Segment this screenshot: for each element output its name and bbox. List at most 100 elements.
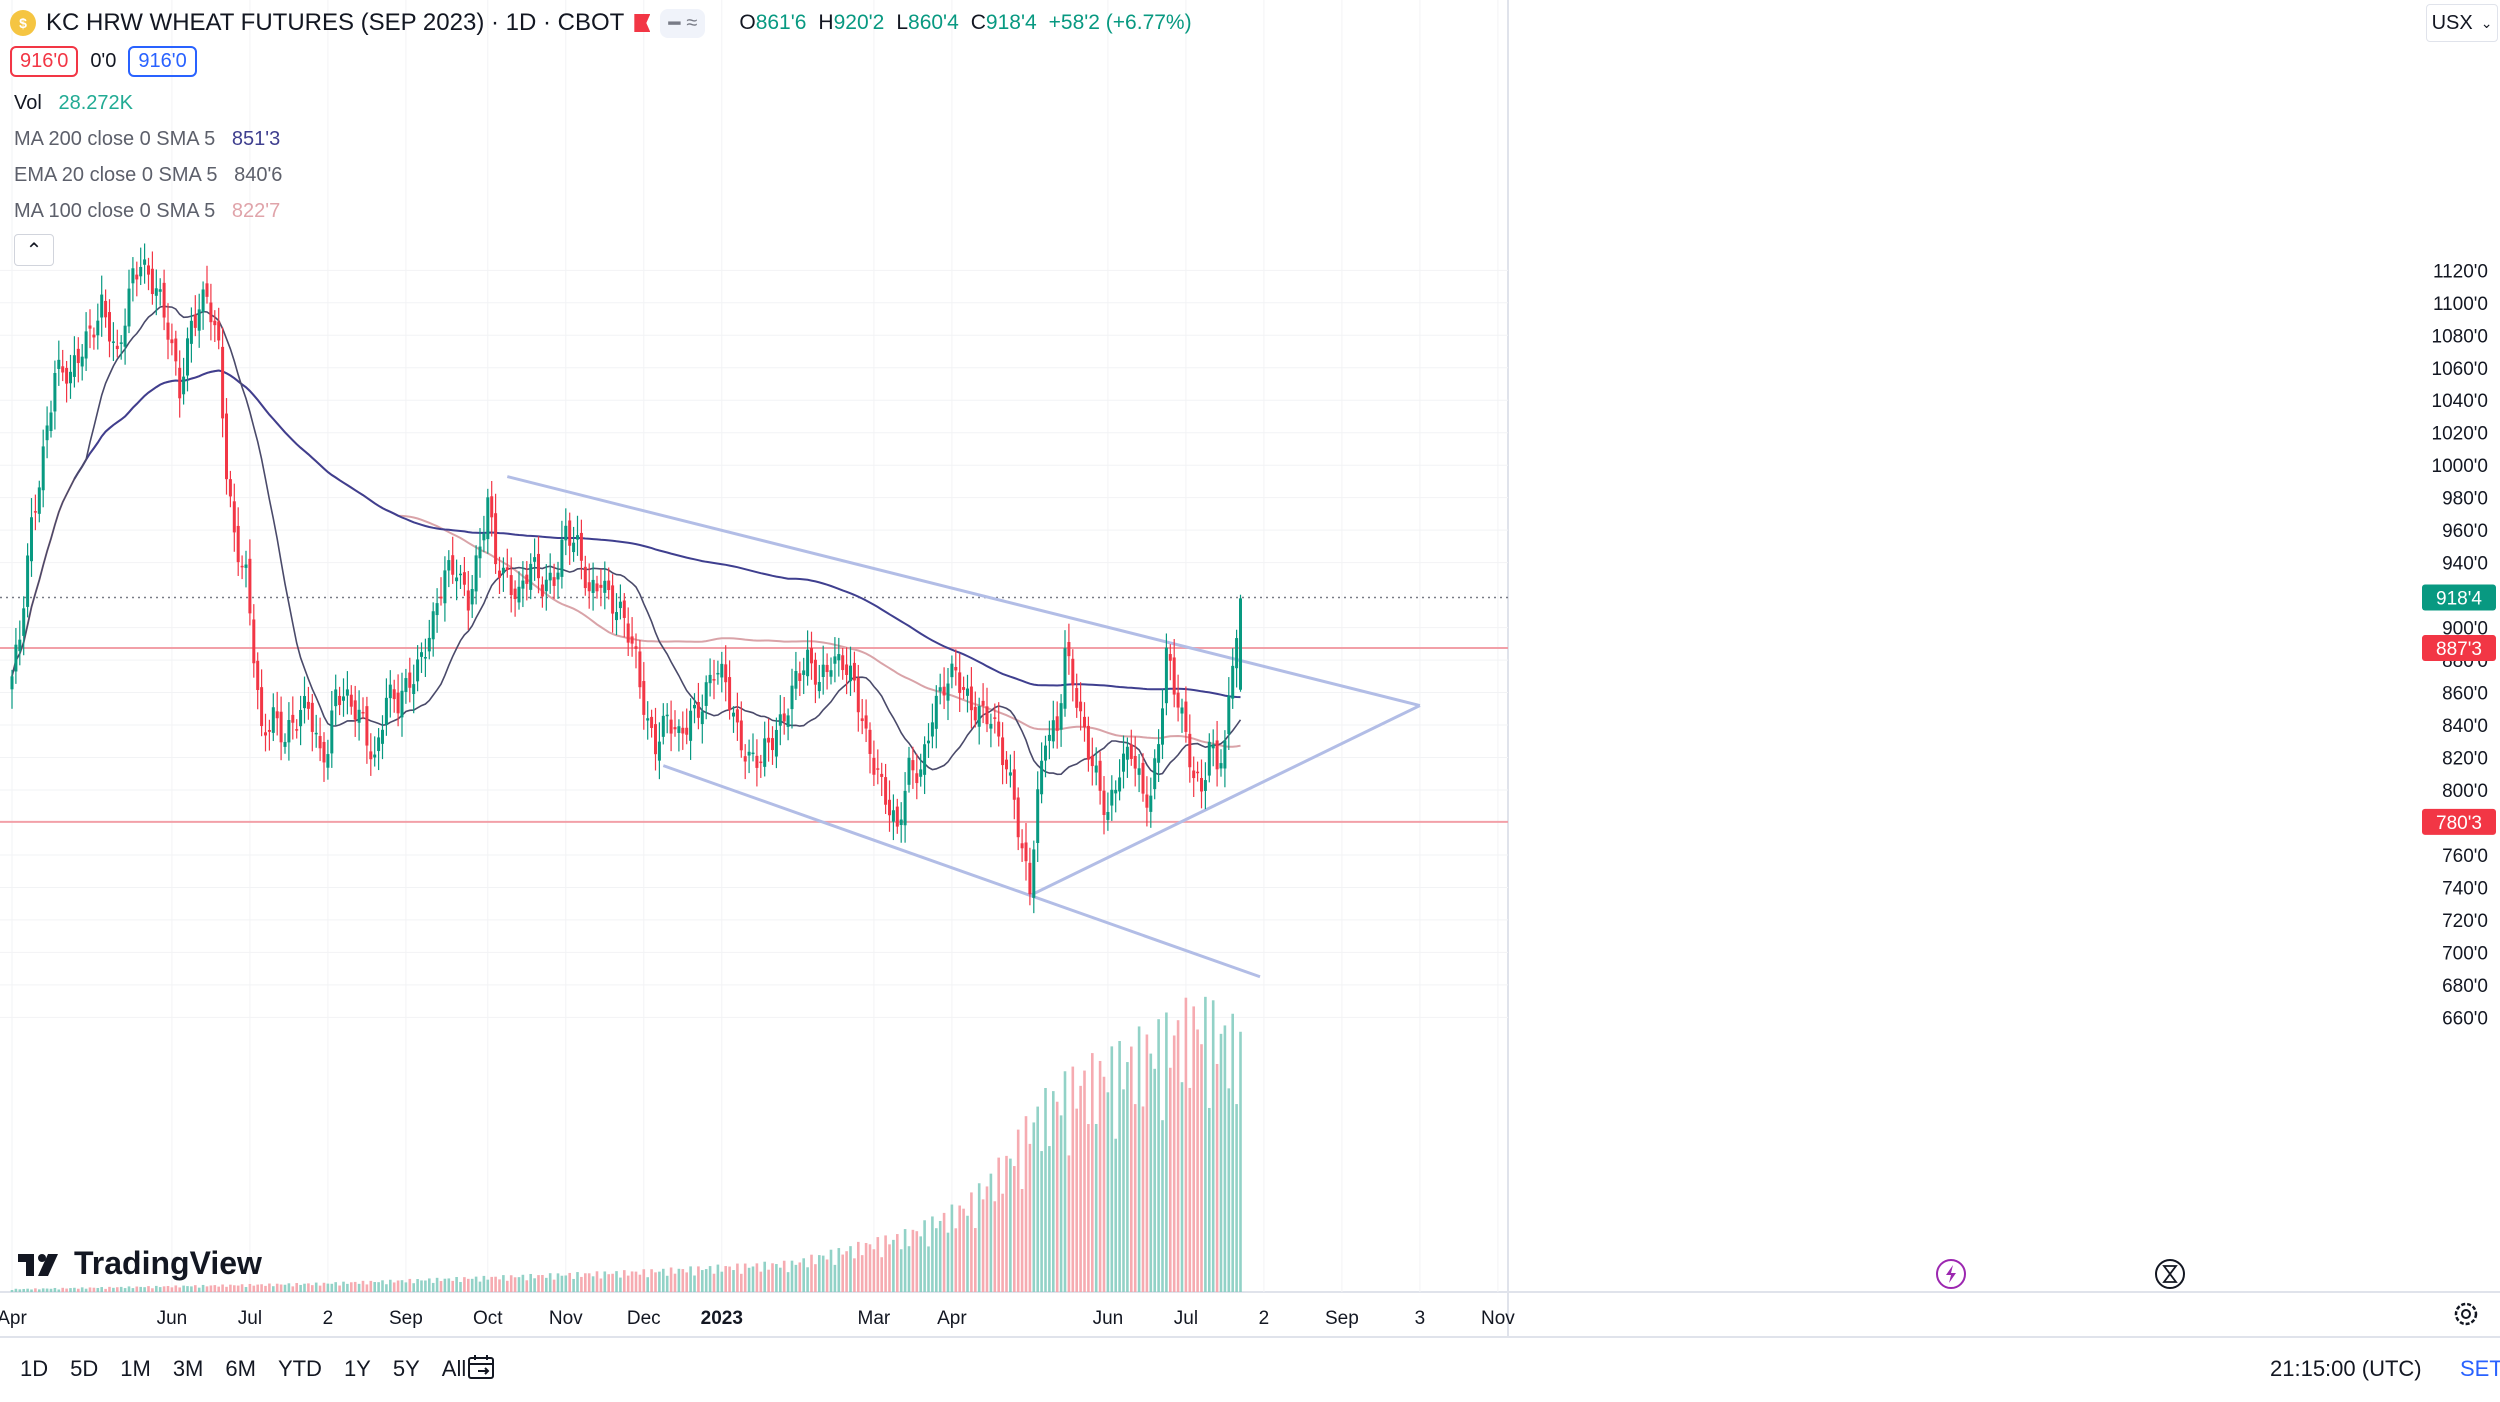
candle-body <box>1207 741 1211 776</box>
buy-price-button[interactable]: 916'0 <box>128 46 197 77</box>
candle-body <box>322 741 326 763</box>
volume-bar <box>41 1288 45 1292</box>
candle <box>856 664 860 732</box>
candle-body <box>1110 789 1114 806</box>
volume-bar <box>1137 1026 1141 1292</box>
candle <box>603 561 607 610</box>
range-1d[interactable]: 1D <box>20 1356 49 1381</box>
candle <box>1114 780 1118 813</box>
candle-body <box>256 660 260 691</box>
candle <box>217 307 221 350</box>
volume-bar <box>697 1266 700 1292</box>
range-3m[interactable]: 3M <box>172 1356 204 1381</box>
candle <box>1059 694 1063 747</box>
candle <box>1024 823 1028 881</box>
range-5y[interactable]: 5Y <box>392 1356 420 1381</box>
candle <box>696 682 700 730</box>
candle <box>891 794 895 841</box>
candle-body <box>1235 638 1239 669</box>
candle-body <box>505 567 509 570</box>
ma200-line <box>73 369 1241 699</box>
flag-icon[interactable] <box>634 14 651 32</box>
candle <box>950 655 954 689</box>
volume-bar <box>818 1255 821 1292</box>
volume-bar <box>650 1269 653 1292</box>
volume-bar <box>225 1286 228 1292</box>
volume-bar <box>857 1241 860 1292</box>
vol-legend[interactable]: Vol 28.272K <box>14 92 133 115</box>
ema20-legend[interactable]: EMA 20 close 0 SMA 5 840'6 <box>14 164 282 187</box>
currency-selector[interactable]: USX ⌄ <box>2426 4 2498 42</box>
calendar-range-icon[interactable] <box>466 1352 496 1382</box>
volume-bar <box>295 1283 298 1292</box>
range-5d[interactable]: 5D <box>70 1356 99 1381</box>
candle <box>942 667 946 710</box>
candle <box>1207 733 1211 783</box>
volume-bar <box>34 1288 37 1292</box>
volume-bar <box>630 1271 634 1292</box>
candle-body <box>856 677 860 713</box>
price-axis[interactable]: 1120'0 1100'0 1080'0 1060'0 1040'0 1020'0 1000… <box>2432 261 2488 1029</box>
candle <box>938 673 942 705</box>
volume-bar <box>864 1242 868 1292</box>
sell-price-button[interactable]: 916'0 <box>10 46 79 77</box>
candle-body <box>373 754 377 758</box>
range-all[interactable]: All <box>441 1356 467 1381</box>
volume-bar <box>1087 1124 1090 1292</box>
range-ytd[interactable]: YTD <box>277 1356 322 1381</box>
candle-body <box>724 664 728 683</box>
volume-bar <box>946 1232 950 1292</box>
volume-bar <box>685 1272 688 1292</box>
symbol-title[interactable]: KC HRW WHEAT FUTURES (SEP 2023) · 1D · C… <box>46 9 625 36</box>
time-axis[interactable]: Apr Jun Jul 2 Sep Oct Nov Dec 2023 Mar Apr Jun Jul 2 S… <box>0 1308 1515 1329</box>
volume-bar <box>974 1228 977 1292</box>
collapse-legend-button[interactable]: ⌃ <box>14 234 54 266</box>
range-1m[interactable]: 1M <box>120 1356 151 1381</box>
range-6m[interactable]: 6M <box>225 1356 256 1381</box>
candle <box>1008 754 1012 788</box>
candle-body <box>1098 760 1102 791</box>
trend-lines[interactable] <box>506 475 1421 979</box>
candle <box>166 303 170 360</box>
volume-bar <box>545 1277 548 1292</box>
candle <box>806 630 810 686</box>
volume-bar <box>213 1285 217 1292</box>
candle <box>915 753 919 800</box>
session-button[interactable]: SET <box>2460 1356 2500 1381</box>
symbol-header[interactable]: $ KC HRW WHEAT FUTURES (SEP 2023) · 1D ·… <box>10 6 1192 40</box>
volume-bar <box>1141 1106 1145 1292</box>
candle <box>712 659 716 700</box>
candle <box>1075 673 1079 718</box>
candle <box>852 651 856 693</box>
ma200-legend[interactable]: MA 200 close 0 SMA 5 851'3 <box>14 128 280 151</box>
clock-time[interactable]: 21:15:00 (UTC) <box>2270 1356 2422 1381</box>
candle-body <box>790 685 794 710</box>
candle-body <box>174 338 178 362</box>
candle <box>907 746 911 793</box>
range-1y[interactable]: 1Y <box>343 1356 371 1381</box>
indicator-toggle-pill[interactable]: ━ ≈ <box>660 8 706 38</box>
candle <box>349 685 353 715</box>
candle <box>704 675 708 720</box>
candle-body <box>435 603 439 616</box>
candle-body <box>1223 740 1227 769</box>
chart-icons[interactable] <box>1936 1259 2478 1326</box>
candle-body <box>669 719 673 734</box>
candle-body <box>638 651 642 688</box>
candle <box>1141 753 1145 802</box>
candle <box>1168 644 1172 681</box>
candle-body <box>388 684 392 699</box>
candle-body <box>490 496 494 518</box>
candle <box>1176 674 1180 722</box>
candle-body <box>1051 720 1055 742</box>
volume-bar <box>915 1231 919 1292</box>
volume-bar <box>1079 1085 1082 1292</box>
candle <box>248 539 252 626</box>
candle-body <box>583 566 587 589</box>
candle <box>771 726 774 765</box>
tradingview-logo[interactable]: TradingView <box>18 1245 262 1282</box>
ma100-legend[interactable]: MA 100 close 0 SMA 5 822'7 <box>14 200 280 223</box>
candle <box>759 754 763 778</box>
volume-bar <box>728 1266 731 1292</box>
